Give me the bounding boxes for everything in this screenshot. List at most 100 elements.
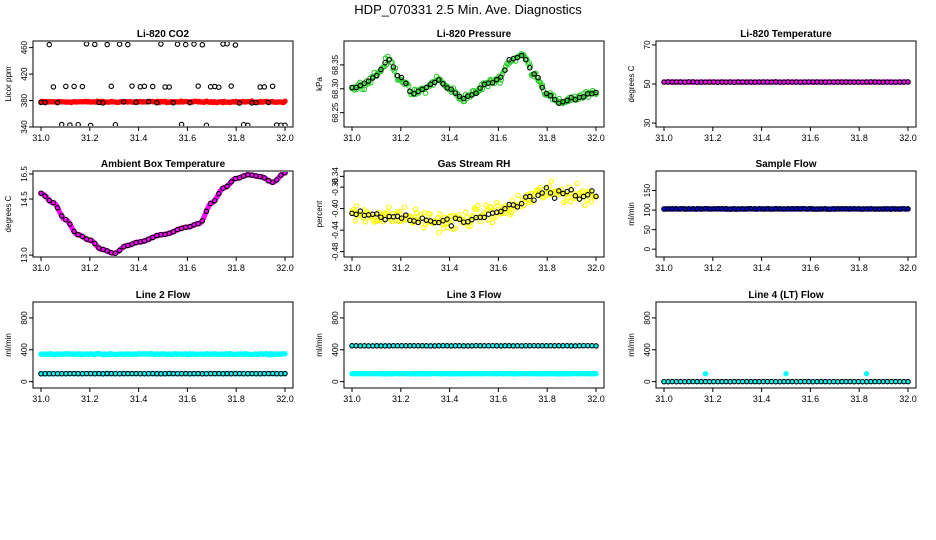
data-point (535, 74, 541, 81)
x-tick-label: 31.4 (130, 133, 148, 143)
data-point (182, 42, 189, 48)
y-tick-label: 150 (643, 183, 652, 197)
data-point (527, 193, 533, 200)
chart-panel-7: Line 2 Flow 31.0 31.2 31.4 31.6 31.8 32.0 0 400 8… (4, 290, 294, 404)
data-point (38, 190, 44, 196)
x-tick-label: 32.0 (899, 133, 917, 143)
y-tick-label: -0.48 (331, 242, 340, 261)
x-tick-label: 31.8 (850, 133, 868, 143)
data-point (406, 83, 412, 89)
data-point (228, 179, 234, 185)
series-yellow-1 (349, 178, 599, 236)
chart-panel-5: Gas Stream RH 31.0 31.2 31.4 31.6 31.8 32.0 -0.… (315, 159, 605, 273)
data-point (440, 225, 447, 232)
data-point (42, 193, 48, 199)
data-point (245, 122, 251, 126)
x-tick-label: 31.6 (802, 263, 820, 273)
plot-frame (343, 40, 605, 128)
data-point (195, 220, 201, 227)
data-point (357, 208, 364, 214)
data-point (488, 204, 495, 211)
data-point (905, 206, 911, 212)
data-point (534, 187, 540, 193)
y-tick-label: 30 (643, 118, 652, 127)
data-point (149, 83, 156, 90)
plot-frame (655, 301, 917, 389)
data-point (83, 42, 90, 47)
data-point (46, 197, 53, 204)
data-point (448, 223, 455, 229)
data-point (141, 83, 148, 90)
data-point (551, 195, 558, 201)
data-point (526, 59, 532, 66)
data-point (527, 65, 533, 71)
x-tick-label: 31.8 (538, 133, 556, 143)
data-point (352, 218, 359, 224)
data-point (477, 85, 483, 91)
series-magenta-1 (38, 172, 288, 256)
chart-panel-6: Sample Flow 31.0 31.2 31.4 31.6 31.8 32.0 0 50 10… (627, 159, 917, 273)
chart-title: Li-820 CO2 (137, 29, 190, 40)
data-point (473, 90, 479, 97)
data-point (269, 83, 276, 90)
x-tick-label: 31.8 (850, 263, 868, 273)
data-point (539, 190, 545, 196)
data-point (422, 90, 429, 96)
y-axis-label: ml/min (627, 202, 636, 226)
data-point (526, 199, 532, 206)
data-point (203, 122, 210, 126)
data-point (456, 93, 463, 100)
x-tick-label: 32.0 (899, 263, 917, 273)
plot-area (349, 342, 599, 377)
x-tick-label: 31.0 (32, 394, 50, 404)
data-point (427, 211, 433, 217)
series-black-2 (38, 172, 288, 256)
data-point (71, 83, 77, 90)
y-tick-label: 400 (331, 343, 340, 357)
y-tick-label: 0 (643, 379, 652, 384)
y-axis-label: percent (315, 200, 324, 227)
data-point (518, 200, 525, 207)
data-point (905, 378, 911, 385)
y-tick-label: 14.5 (20, 191, 29, 207)
data-point (485, 217, 491, 223)
series-black-2 (661, 79, 911, 85)
series-cyan-1 (349, 370, 599, 377)
data-point (46, 42, 53, 48)
y-tick-label: 0 (331, 379, 340, 384)
data-point (537, 184, 544, 191)
chart-panel-1: Li-820 CO2 31.0 31.2 31.4 31.6 31.8 32.0 340 380… (4, 29, 294, 143)
data-point (104, 42, 110, 48)
x-tick-label: 32.0 (587, 133, 605, 143)
data-point (531, 71, 537, 77)
x-tick-label: 31.2 (392, 394, 410, 404)
x-tick-label: 31.4 (441, 263, 459, 273)
y-tick-label: 380 (20, 93, 29, 107)
data-point (481, 214, 488, 221)
data-point (436, 77, 442, 83)
data-point (423, 84, 430, 91)
x-tick-label: 31.6 (179, 394, 197, 404)
plot-area (661, 79, 911, 85)
data-point (398, 74, 405, 81)
y-axis-label: ml/min (315, 333, 324, 357)
data-point (58, 213, 65, 219)
data-point (502, 67, 508, 73)
data-point (386, 56, 392, 63)
data-point (783, 371, 789, 377)
x-tick-label: 31.6 (490, 263, 508, 273)
y-tick-label: -0.34 (331, 167, 340, 186)
data-point (92, 240, 98, 247)
data-point (112, 250, 119, 256)
y-tick-label: 16.5 (20, 166, 29, 182)
y-tick-label: -0.36 (331, 177, 340, 196)
x-tick-label: 32.0 (276, 263, 294, 273)
plot-frame (655, 170, 917, 258)
data-point (443, 221, 450, 227)
data-point (203, 208, 210, 215)
data-point (477, 218, 483, 225)
y-tick-label: 420 (20, 67, 29, 81)
data-point (593, 371, 599, 377)
data-point (431, 79, 438, 86)
data-point (224, 42, 230, 47)
